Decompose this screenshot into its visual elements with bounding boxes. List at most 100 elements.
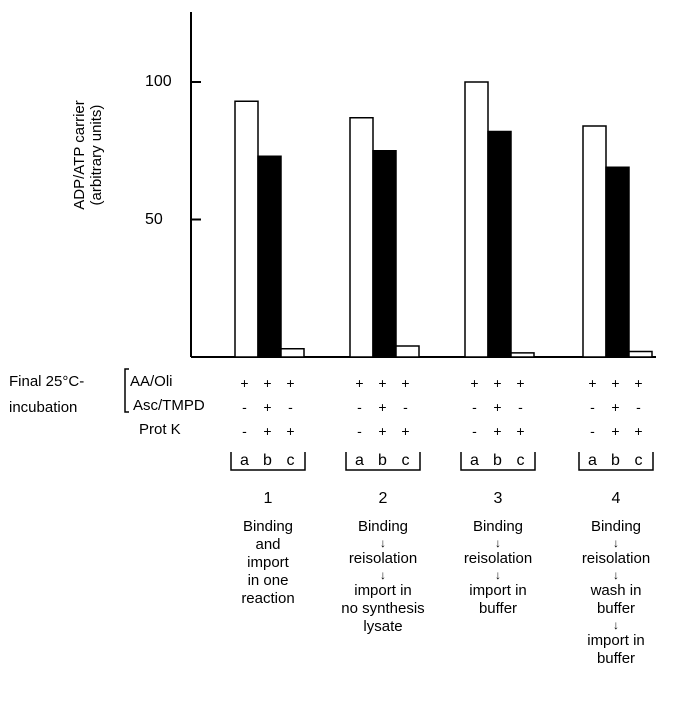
condition-sign: + <box>263 399 272 415</box>
y-axis-unit: (arbitrary units) <box>88 104 105 206</box>
description-line: reisolation <box>581 550 651 567</box>
series-letter: a <box>240 452 249 469</box>
description-line: no synthesis <box>341 600 425 617</box>
y-tick-label: 100 <box>145 73 172 90</box>
y-axis-label: ADP/ATP carrier (arbitrary units) <box>71 45 105 265</box>
description-line: Binding <box>590 518 642 535</box>
condition-sign: + <box>516 423 525 439</box>
group-description: Binding and import in one reaction <box>208 518 328 608</box>
condition-sign: - <box>518 399 523 415</box>
condition-sign: + <box>378 375 387 391</box>
condition-sign: + <box>263 423 272 439</box>
description-line: lysate <box>363 618 403 635</box>
arrow-down-icon: ↓ <box>380 568 386 582</box>
description-line: reisolation <box>463 550 533 567</box>
condition-sign: + <box>286 423 295 439</box>
bars <box>234 81 653 358</box>
condition-sign: + <box>355 375 364 391</box>
bar-3-a <box>464 81 489 358</box>
conditions-bracket <box>124 368 129 413</box>
description-line: Binding <box>242 518 294 535</box>
bar-1-c <box>280 348 305 358</box>
condition-sign: + <box>240 375 249 391</box>
bar-3-b <box>487 130 512 358</box>
condition-sign: + <box>470 375 479 391</box>
group-number: 2 <box>378 490 388 507</box>
arrow-down-icon: ↓ <box>613 568 619 582</box>
bar-4-c <box>628 350 653 358</box>
series-letter: b <box>378 452 387 469</box>
series-letter: b <box>263 452 272 469</box>
condition-sign: + <box>378 399 387 415</box>
bar-4-a <box>582 125 607 358</box>
series-letter: c <box>401 452 410 469</box>
group-number: 4 <box>611 490 621 507</box>
description-line: in one <box>247 572 289 589</box>
series-letter: a <box>355 452 364 469</box>
condition-sign: + <box>378 423 387 439</box>
condition-sign: + <box>611 399 620 415</box>
description-line: buffer <box>596 650 636 667</box>
description-line: import in <box>469 582 527 599</box>
condition-sign: + <box>611 375 620 391</box>
condition-sign: + <box>286 375 295 391</box>
group-bracket <box>230 452 306 471</box>
condition-sign: + <box>493 375 502 391</box>
condition-sign: + <box>401 375 410 391</box>
group-description: Binding ↓ reisolation ↓ wash in buffer ↓ import… <box>556 518 675 668</box>
condition-name: AA/Oli <box>130 373 173 390</box>
condition-sign: - <box>288 399 293 415</box>
arrow-down-icon: ↓ <box>495 568 501 582</box>
condition-sign: + <box>634 375 643 391</box>
arrow-down-icon: ↓ <box>380 536 386 550</box>
condition-sign: - <box>357 399 362 415</box>
condition-sign: - <box>403 399 408 415</box>
conditions-title-line1: Final 25°C- <box>9 373 85 390</box>
bar-1-b <box>257 155 282 358</box>
condition-sign: + <box>493 423 502 439</box>
bar-1-a <box>234 100 259 358</box>
series-letter: b <box>493 452 502 469</box>
condition-sign: - <box>242 399 247 415</box>
group-bracket <box>345 452 421 471</box>
conditions-title-line2: incubation <box>9 399 78 416</box>
condition-name: Asc/TMPD <box>133 397 205 414</box>
condition-sign: - <box>590 423 595 439</box>
condition-sign: + <box>634 423 643 439</box>
series-letter: c <box>516 452 525 469</box>
description-line: import in <box>354 582 412 599</box>
description-line: import <box>247 554 289 571</box>
series-letter: b <box>611 452 620 469</box>
bar-2-c <box>395 345 420 358</box>
condition-sign: + <box>493 399 502 415</box>
description-line: reisolation <box>348 550 418 567</box>
description-line: reaction <box>241 590 295 607</box>
group-number: 1 <box>263 490 273 507</box>
group-bracket <box>460 452 536 471</box>
condition-sign: + <box>401 423 410 439</box>
series-letter: c <box>286 452 295 469</box>
y-tick-label: 50 <box>145 210 163 228</box>
arrow-down-icon: ↓ <box>495 536 501 550</box>
condition-name: Prot K <box>139 421 181 438</box>
description-line: Binding <box>357 518 409 535</box>
group-description: Binding ↓ reisolation ↓ import in buffer <box>438 518 558 618</box>
description-line: wash in <box>590 582 642 599</box>
bar-3-c <box>510 352 535 358</box>
group-bracket <box>578 452 654 471</box>
group-brackets <box>124 368 654 471</box>
bar-2-b <box>372 150 397 358</box>
group-number: 3 <box>493 490 503 507</box>
arrow-down-icon: ↓ <box>613 618 619 632</box>
series-letter: a <box>470 452 479 469</box>
condition-sign: + <box>588 375 597 391</box>
condition-sign: - <box>357 423 362 439</box>
bar-2-a <box>349 117 374 358</box>
condition-sign: - <box>472 399 477 415</box>
condition-sign: + <box>516 375 525 391</box>
bar-4-b <box>605 166 630 358</box>
condition-sign: - <box>590 399 595 415</box>
description-line: buffer <box>478 600 518 617</box>
description-line: Binding <box>472 518 524 535</box>
